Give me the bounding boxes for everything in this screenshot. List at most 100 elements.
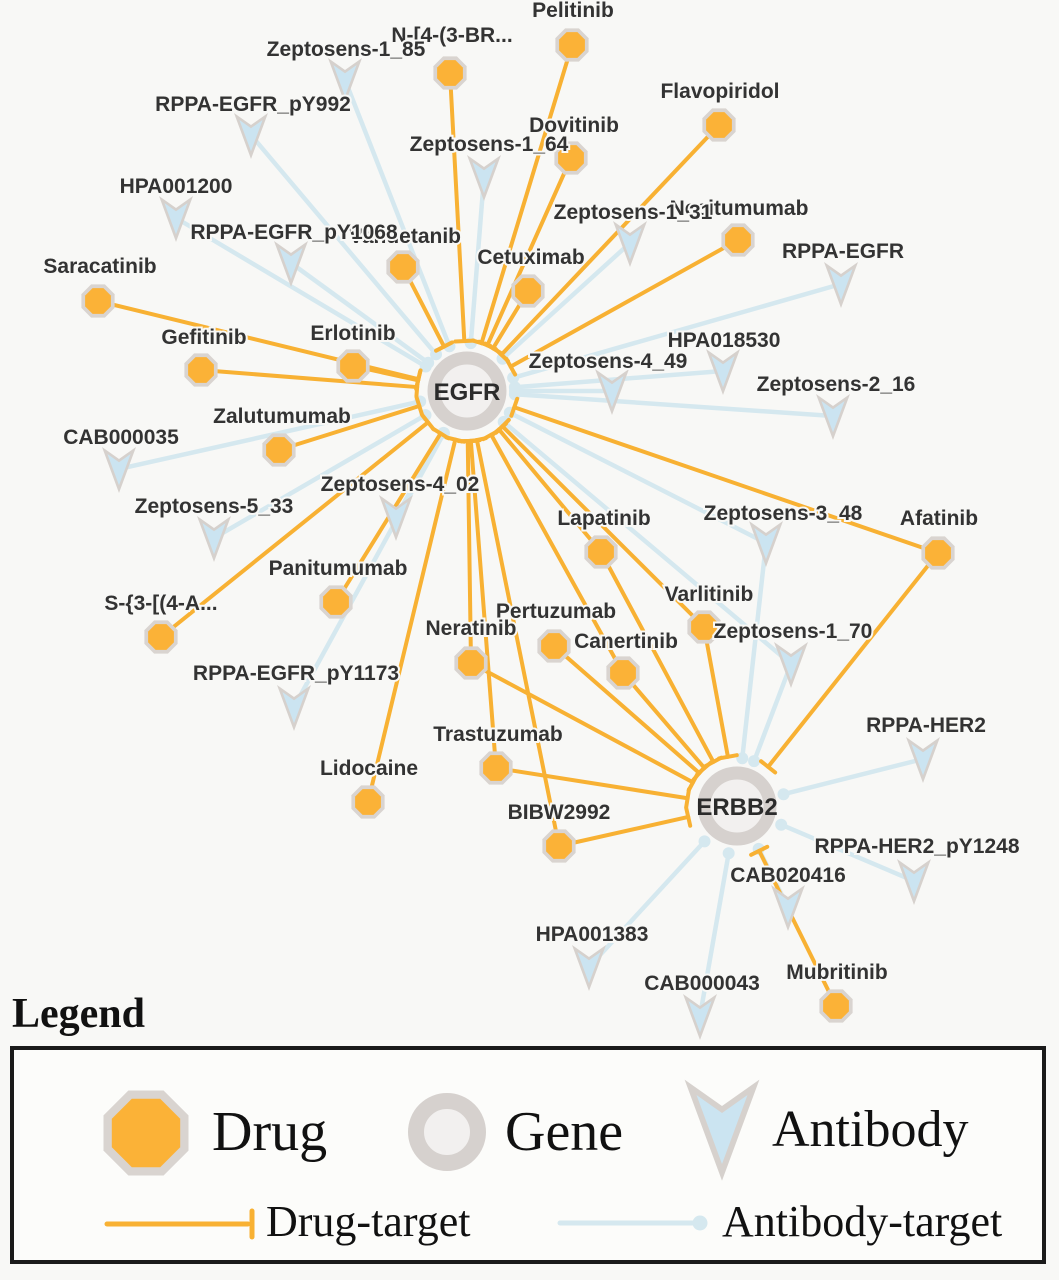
- edge-drug-target-s-3-4-a-egfr: [159, 420, 431, 639]
- drug-node-cetuximab[interactable]: [515, 278, 541, 304]
- node-label-zalutumumab: Zalutumumab: [213, 405, 351, 428]
- edge-drug-target-bibw2992-erbb2: [557, 814, 691, 848]
- edge-tee-zalutumumab: [414, 395, 424, 417]
- drug-node-erlotinib[interactable]: [340, 353, 366, 379]
- antibody-node-rppa-her2-py1248[interactable]: [902, 866, 926, 898]
- edge-tee-s-3-4-a: [420, 413, 436, 432]
- edge-endpoint-dot-cab000043: [722, 847, 735, 860]
- node-label-afatinib: Afatinib: [900, 507, 978, 530]
- antibody-node-rppa-egfr-py992[interactable]: [239, 120, 263, 152]
- legend-label-drug: Drug: [212, 1101, 328, 1163]
- edge-drug-target-varlitinib-egfr: [500, 424, 706, 629]
- edge-drug-target-neratinib-erbb2: [469, 661, 695, 785]
- drug-node-lidocaine[interactable]: [355, 789, 381, 815]
- antibody-node-zeptosens-1-85[interactable]: [333, 65, 357, 97]
- gene-node-egfr[interactable]: [427, 351, 507, 431]
- node-label-pelitinib: Pelitinib: [532, 0, 614, 22]
- drug-node-gefitinib[interactable]: [188, 357, 214, 383]
- edge-drug-target-gefitinib-egfr: [199, 368, 420, 390]
- antibody-node-cab000043[interactable]: [688, 1001, 712, 1033]
- node-label-rppa-egfr-py1173: RPPA-EGFR_pY1173: [193, 662, 399, 685]
- node-label-s-3-4-a: S-{3-[(4-A...: [104, 592, 217, 615]
- legend-label-antibody: Antibody: [772, 1101, 969, 1158]
- node-label-vandetanib: Vandetanib: [349, 225, 461, 248]
- drug-node-vandetanib[interactable]: [390, 254, 416, 280]
- node-label-zeptosens-1-31: Zeptosens-1_31: [554, 201, 713, 224]
- drug-node-neratinib[interactable]: [458, 650, 484, 676]
- edge-drug-target-flavopiridol-egfr: [499, 123, 721, 357]
- antibody-node-zeptosens-1-64[interactable]: [472, 162, 496, 194]
- edge-drug-target-pertuzumab-erbb2: [552, 644, 702, 776]
- antibody-node-rppa-egfr-py1068[interactable]: [279, 248, 303, 280]
- antibody-node-zeptosens-5-33[interactable]: [202, 523, 226, 555]
- node-label-lapatinib: Lapatinib: [557, 507, 650, 530]
- edge-drug-target-necitumumab-egfr: [508, 238, 740, 369]
- node-label-hpa001383: HPA001383: [536, 923, 649, 946]
- node-label-varlitinib: Varlitinib: [665, 583, 754, 606]
- edge-antibody-target-zeptosens-1-64-egfr: [468, 176, 487, 344]
- edge-tee-necitumumab: [504, 356, 518, 377]
- gene-label-erbb2: ERBB2: [696, 794, 777, 821]
- gene-label-egfr: EGFR: [434, 379, 501, 406]
- drug-node-trastuzumab[interactable]: [483, 755, 509, 781]
- edge-tee-lidocaine: [444, 435, 467, 444]
- antibody-node-cab000035[interactable]: [107, 454, 131, 486]
- gene-node-erbb2[interactable]: [697, 766, 777, 846]
- antibody-node-zeptosens-4-02[interactable]: [384, 502, 408, 534]
- drug-node-n-4-3-br[interactable]: [437, 60, 463, 86]
- antibody-node-zeptosens-1-31[interactable]: [618, 228, 642, 260]
- antibody-node-zeptosens-3-48[interactable]: [754, 528, 778, 560]
- drug-node-canertinib[interactable]: [610, 660, 636, 686]
- antibody-node-zeptosens-2-16[interactable]: [821, 401, 845, 433]
- drug-node-necitumumab[interactable]: [725, 227, 751, 253]
- drug-node-flavopiridol[interactable]: [706, 112, 732, 138]
- edge-drug-target-trastuzumab-erbb2: [494, 766, 690, 801]
- node-label-rppa-egfr-py1068: RPPA-EGFR_pY1068: [190, 221, 398, 244]
- drug-node-pelitinib[interactable]: [559, 32, 585, 58]
- legend-label-antibody-target: Antibody-target: [722, 1197, 1003, 1246]
- edge-tee-vandetanib: [434, 340, 455, 353]
- edge-tee-erlotinib: [414, 369, 423, 392]
- node-label-mubritinib: Mubritinib: [786, 961, 887, 984]
- node-label-rppa-her2: RPPA-HER2: [866, 714, 986, 737]
- edge-drug-target-afatinib-egfr: [512, 405, 940, 555]
- antibody-node-hpa001383[interactable]: [577, 952, 601, 984]
- drug-node-s-3-4-a[interactable]: [148, 624, 174, 650]
- edge-antibody-target-rppa-egfr-py1173-egfr: [292, 432, 446, 709]
- drug-node-varlitinib[interactable]: [691, 614, 717, 640]
- node-label-flavopiridol: Flavopiridol: [660, 80, 779, 103]
- edge-tee-varlitinib: [717, 753, 739, 761]
- antibody-node-zeptosens-1-70[interactable]: [779, 649, 803, 681]
- edge-antibody-target-hpa001383-erbb2: [587, 839, 707, 969]
- drug-node-saracatinib[interactable]: [85, 288, 111, 314]
- antibody-node-rppa-her2[interactable]: [911, 744, 935, 776]
- edge-drug-target-canertinib-egfr: [489, 432, 625, 675]
- edge-antibody-target-zeptosens-5-33-egfr: [212, 413, 427, 540]
- node-label-cab020416: CAB020416: [730, 864, 846, 887]
- drug-node-pertuzumab[interactable]: [541, 633, 567, 659]
- antibody-node-rppa-egfr[interactable]: [829, 269, 853, 301]
- drug-node-zalutumumab[interactable]: [266, 437, 292, 463]
- antibody-node-hpa001200[interactable]: [164, 203, 188, 235]
- node-label-trastuzumab: Trastuzumab: [433, 723, 563, 746]
- edge-antibody-target-zeptosens-1-31-egfr: [501, 241, 632, 361]
- edge-tee-afatinib: [759, 759, 778, 775]
- node-label-saracatinib: Saracatinib: [43, 255, 156, 278]
- drug-node-lapatinib[interactable]: [588, 539, 614, 565]
- drug-node-dovitinib[interactable]: [558, 145, 584, 171]
- antibody-node-zeptosens-4-49[interactable]: [600, 376, 624, 408]
- antibody-node-hpa018530[interactable]: [711, 356, 735, 388]
- node-label-hpa001200: HPA001200: [120, 175, 233, 198]
- drug-node-panitumumab[interactable]: [323, 589, 349, 615]
- antibody-node-rppa-egfr-py1173[interactable]: [282, 692, 306, 724]
- drug-node-afatinib[interactable]: [925, 540, 951, 566]
- edge-endpoint-dot-zeptosens-1-31: [496, 352, 509, 365]
- edge-drug-target-zalutumumab-egfr: [277, 403, 422, 452]
- antibody-node-cab020416[interactable]: [776, 892, 800, 924]
- edge-antibody-target-rppa-her2-py1248-erbb2: [780, 822, 915, 884]
- legend-title: Legend: [12, 991, 146, 1037]
- drug-node-bibw2992[interactable]: [546, 833, 572, 859]
- edge-antibody-target-cab000035-egfr: [118, 399, 421, 472]
- drug-node-mubritinib[interactable]: [823, 993, 849, 1019]
- legend-antibody-swatch: [696, 1095, 748, 1164]
